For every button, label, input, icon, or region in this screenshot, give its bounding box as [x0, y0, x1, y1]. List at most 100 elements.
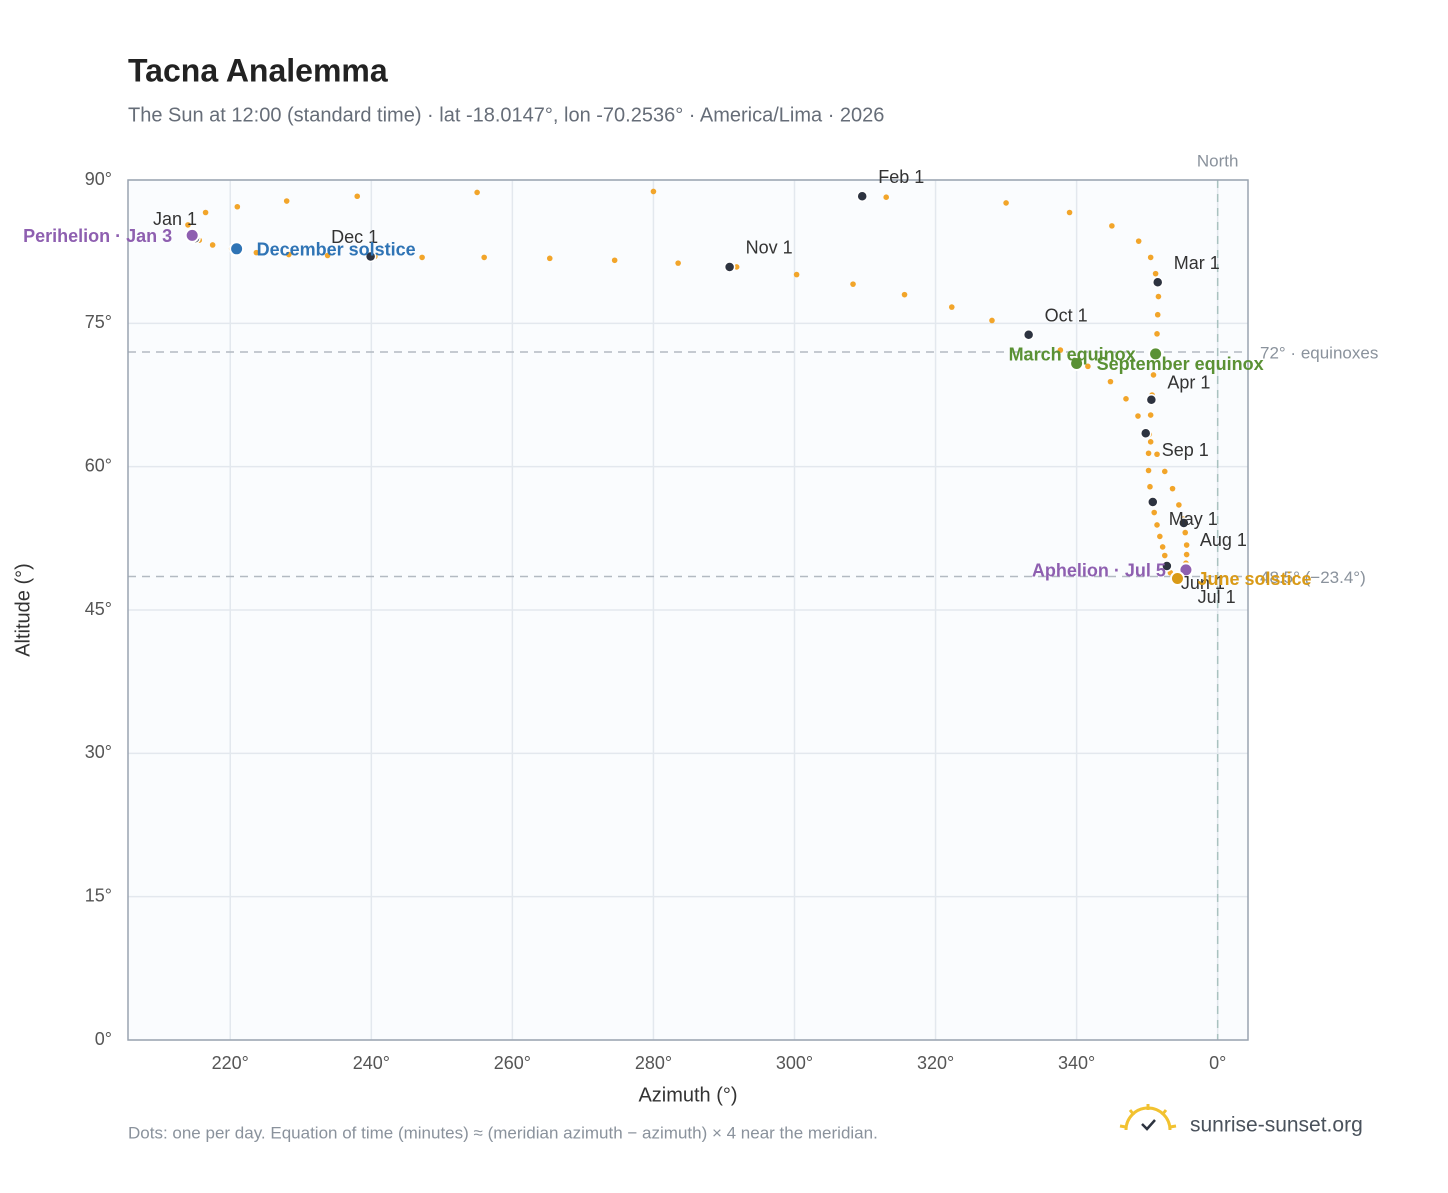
event-marker — [1069, 355, 1085, 371]
month-label: May 1 — [1169, 509, 1218, 529]
north-label: North — [1197, 151, 1239, 170]
daily-dot — [650, 188, 657, 195]
month-label: Aug 1 — [1200, 530, 1247, 550]
daily-dot — [1107, 378, 1114, 385]
y-tick-label: 90° — [85, 169, 112, 189]
month-label: Jun 1 — [1181, 573, 1225, 593]
month-marker — [1151, 276, 1164, 288]
event-marker — [1148, 346, 1164, 362]
month-marker — [723, 261, 736, 273]
reference-lines — [128, 180, 1248, 1040]
brand: sunrise-sunset.org — [1190, 1114, 1363, 1137]
chart-title: Tacna Analemma — [128, 52, 388, 88]
x-tick-label: 280° — [635, 1053, 672, 1073]
event-marker — [1169, 570, 1185, 586]
daily-dot — [1154, 331, 1160, 337]
daily-dot — [611, 257, 618, 264]
daily-dot — [1176, 502, 1182, 508]
y-tick-label: 60° — [85, 455, 112, 475]
y-tick-label: 15° — [85, 885, 112, 905]
event-label: Perihelion · Jan 3 — [23, 226, 172, 246]
brand-logo — [1119, 1104, 1177, 1131]
footnote: Dots: one per day. Equation of time (min… — [128, 1123, 878, 1142]
x-axis-title: Azimuth (°) — [638, 1084, 737, 1106]
y-tick-label: 0° — [95, 1029, 112, 1049]
daily-dot — [283, 198, 290, 204]
event-label: March equinox — [1009, 345, 1136, 365]
daily-dot — [1150, 372, 1157, 378]
daily-dot — [793, 271, 800, 278]
y-tick-label: 45° — [85, 599, 112, 619]
event-label: September equinox — [1097, 354, 1264, 374]
y-tick-label: 75° — [85, 312, 112, 332]
month-marker — [1145, 394, 1158, 406]
daily-dot — [1161, 468, 1168, 475]
daily-dot — [1151, 509, 1157, 516]
daily-dot — [1003, 200, 1009, 206]
daily-dot — [202, 209, 209, 216]
y-tick-label: 30° — [85, 742, 112, 762]
daily-dot — [253, 249, 260, 256]
daily-dot — [1135, 413, 1141, 419]
daily-dot — [1147, 439, 1154, 445]
month-label: Dec 1 — [331, 227, 378, 247]
daily-dot — [1066, 209, 1073, 216]
x-tick-label: 320° — [917, 1053, 954, 1073]
x-tick-label: 340° — [1058, 1053, 1095, 1073]
daily-dot — [1145, 467, 1152, 474]
daily-dot — [1147, 483, 1153, 490]
daily-dot — [733, 264, 740, 270]
daily-dot — [481, 254, 487, 261]
event-label: June solstice — [1197, 569, 1311, 589]
daily-dot — [324, 252, 331, 259]
reference-label: 72° · equinoxes — [1260, 343, 1378, 362]
daily-dot — [354, 193, 361, 200]
daily-dot — [1154, 451, 1160, 458]
month-label: Jul 1 — [1198, 587, 1236, 607]
daily-dot — [1154, 522, 1160, 528]
daily-dot — [850, 281, 856, 287]
event-label: December solstice — [257, 240, 416, 260]
daily-dot — [675, 260, 681, 266]
daily-dot — [989, 317, 995, 324]
daily-dot — [1085, 363, 1091, 370]
daily-dot — [1147, 254, 1154, 261]
daily-dot — [901, 291, 908, 298]
month-label: Mar 1 — [1174, 253, 1220, 273]
month-marker — [1022, 329, 1035, 341]
daily-dot — [1152, 270, 1159, 277]
month-label: Oct 1 — [1045, 306, 1088, 326]
month-marker — [1161, 560, 1173, 572]
x-tick-label: 240° — [353, 1053, 390, 1073]
daily-dot — [1145, 450, 1152, 457]
daily-dot — [948, 304, 955, 310]
daily-dot — [1159, 544, 1166, 550]
x-tick-label: 260° — [494, 1053, 531, 1073]
marks — [184, 188, 1194, 586]
daily-dot — [1057, 347, 1064, 353]
daily-dot — [546, 255, 553, 262]
month-label: Nov 1 — [746, 238, 793, 258]
daily-dot — [419, 254, 425, 261]
daily-dot — [1154, 311, 1161, 318]
event-label: Aphelion · Jul 5 — [1032, 561, 1166, 581]
x-tick-label: 300° — [776, 1053, 813, 1073]
event-marker — [229, 241, 245, 257]
month-label: Sep 1 — [1162, 440, 1209, 460]
daily-dot — [1183, 542, 1190, 548]
month-marker — [364, 250, 377, 263]
daily-dot — [209, 242, 216, 248]
daily-dot — [883, 194, 889, 200]
plot-frame — [127, 179, 1249, 1041]
reference-label: 48.5° (−23.4°) — [1260, 568, 1366, 587]
daily-dot — [1135, 238, 1142, 244]
event-marker — [184, 227, 200, 243]
month-label: Jan 1 — [153, 209, 197, 229]
daily-dot — [1183, 551, 1190, 558]
daily-dot — [1109, 223, 1115, 229]
daily-dot — [1169, 485, 1176, 492]
daily-dot — [474, 189, 480, 196]
month-marker — [1178, 517, 1190, 529]
daily-dot — [1161, 552, 1168, 559]
